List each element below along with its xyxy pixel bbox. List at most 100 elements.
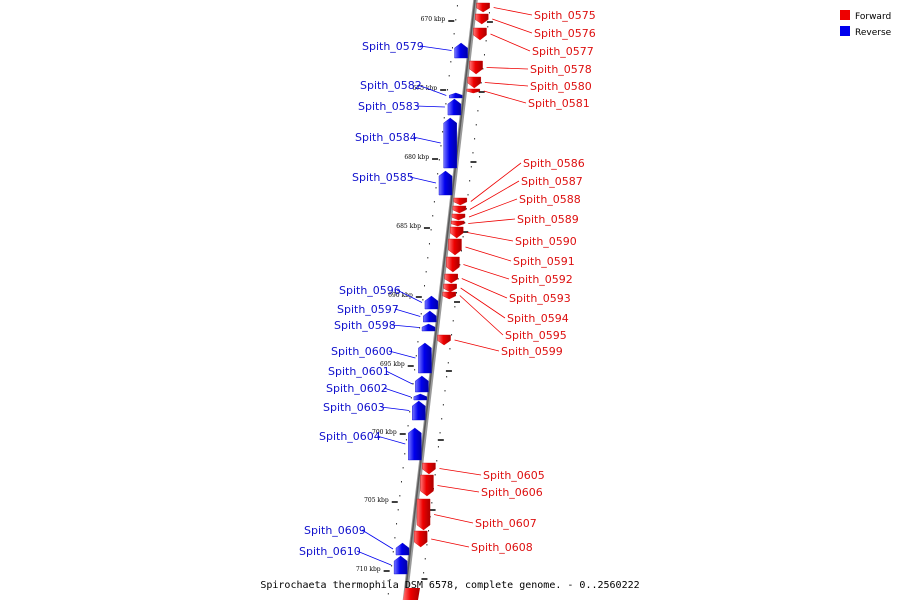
gene-label-spith_0603[interactable]: Spith_0603 xyxy=(323,401,385,414)
gene-label-spith_0590[interactable]: Spith_0590 xyxy=(515,235,577,248)
gene-label-spith_0587[interactable]: Spith_0587 xyxy=(521,175,583,188)
leader-line xyxy=(415,105,445,108)
minor-tick xyxy=(430,229,432,231)
gene-feature-spith_0603[interactable] xyxy=(412,400,426,421)
gene-label-spith_0608[interactable]: Spith_0608 xyxy=(471,541,533,554)
gene-label-spith_0583[interactable]: Spith_0583 xyxy=(358,100,420,113)
gene-label-spith_0580[interactable]: Spith_0580 xyxy=(530,80,592,93)
gene-feature-spith_0576[interactable] xyxy=(475,13,489,25)
gene-feature-spith_0590[interactable] xyxy=(449,226,464,239)
gene-feature-spith_0610[interactable] xyxy=(393,555,408,575)
gene-feature-spith_0584[interactable] xyxy=(443,117,457,169)
minor-tick xyxy=(467,194,469,196)
gene-feature-spith_0609[interactable] xyxy=(395,542,410,556)
gene-feature-spith_0586[interactable] xyxy=(453,197,468,206)
tick-label: 710 kbp xyxy=(356,566,381,573)
gene-label-spith_0577[interactable]: Spith_0577 xyxy=(532,45,594,58)
gene-label-spith_0602[interactable]: Spith_0602 xyxy=(326,382,388,395)
gene-feature-spith_0591[interactable] xyxy=(448,238,462,256)
axis-core xyxy=(403,0,476,600)
gene-label-spith_0606[interactable]: Spith_0606 xyxy=(481,486,543,499)
minor-tick xyxy=(425,271,427,273)
gene-feature-spith_0592[interactable] xyxy=(446,256,460,273)
gene-label-spith_0604[interactable]: Spith_0604 xyxy=(319,430,381,443)
gene-feature-spith_0585[interactable] xyxy=(438,170,453,196)
gene-feature-spith_0596[interactable] xyxy=(424,295,439,310)
leader-line xyxy=(461,278,508,299)
gene-feature-spith_0597[interactable] xyxy=(423,310,437,323)
gene-feature-spith_0608[interactable] xyxy=(413,530,428,548)
gene-label-spith_0584[interactable]: Spith_0584 xyxy=(355,131,417,144)
leader-line xyxy=(396,289,423,303)
gene-label-spith_0600[interactable]: Spith_0600 xyxy=(331,345,393,358)
gene-feature-spith_0582[interactable] xyxy=(449,92,463,99)
leader-line xyxy=(383,387,411,398)
minor-tick xyxy=(394,537,396,539)
gene-label-spith_0585[interactable]: Spith_0585 xyxy=(352,171,414,184)
minor-tick xyxy=(432,215,434,217)
tick-label: 690 kbp xyxy=(388,292,413,299)
gene-label-spith_0592[interactable]: Spith_0592 xyxy=(511,273,573,286)
gene-feature-spith_0580[interactable] xyxy=(467,76,482,89)
gene-label-spith_0575[interactable]: Spith_0575 xyxy=(534,9,596,22)
gene-label-spith_0597[interactable]: Spith_0597 xyxy=(337,303,399,316)
gene-feature-spith_0583[interactable] xyxy=(447,98,462,116)
minor-tick xyxy=(427,257,429,259)
gene-feature-spith_0593[interactable] xyxy=(444,273,458,284)
gene-label-spith_0581[interactable]: Spith_0581 xyxy=(528,97,590,110)
gene-label-spith_0610[interactable]: Spith_0610 xyxy=(299,545,361,558)
gene-label-spith_0593[interactable]: Spith_0593 xyxy=(509,292,571,305)
minor-tick xyxy=(448,75,450,77)
gene-feature-spith_0606[interactable] xyxy=(420,474,434,497)
gene-feature-spith_0604[interactable] xyxy=(408,427,422,461)
minor-tick xyxy=(437,446,439,448)
gene-feature-spith_0598[interactable] xyxy=(421,323,436,332)
gene-feature-spith_0575[interactable] xyxy=(476,2,490,13)
gene-feature-spith_0602[interactable] xyxy=(413,393,428,401)
gene-feature-spith_0595[interactable] xyxy=(442,291,456,300)
gene-feature-spith_0579[interactable] xyxy=(454,42,468,59)
gene-feature-spith_0588[interactable] xyxy=(451,213,466,221)
gene-label-spith_0588[interactable]: Spith_0588 xyxy=(519,193,581,206)
gene-feature-spith_0599[interactable] xyxy=(437,334,451,346)
gene-feature-spith_0605[interactable] xyxy=(422,462,436,475)
gene-label-spith_0579[interactable]: Spith_0579 xyxy=(362,40,424,53)
gene-label-spith_0589[interactable]: Spith_0589 xyxy=(517,213,579,226)
minor-tick xyxy=(488,12,490,14)
leader-line xyxy=(468,218,516,224)
minor-tick xyxy=(455,19,457,21)
gene-label-spith_0582[interactable]: Spith_0582 xyxy=(360,79,422,92)
gene-label-spith_0576[interactable]: Spith_0576 xyxy=(534,27,596,40)
gene-label-spith_0591[interactable]: Spith_0591 xyxy=(513,255,575,268)
gene-label-spith_0578[interactable]: Spith_0578 xyxy=(530,63,592,76)
gene-label-spith_0596[interactable]: Spith_0596 xyxy=(339,284,401,297)
gene-label-spith_0601[interactable]: Spith_0601 xyxy=(328,365,390,378)
gene-feature-spith_0589[interactable] xyxy=(451,220,465,227)
gene-label-spith_0586[interactable]: Spith_0586 xyxy=(523,157,585,170)
leader-line xyxy=(419,45,452,51)
minor-tick xyxy=(409,411,411,413)
minor-tick xyxy=(423,572,425,574)
gene-label-spith_0599[interactable]: Spith_0599 xyxy=(501,345,563,358)
leader-line xyxy=(380,406,410,411)
gene-label-spith_0598[interactable]: Spith_0598 xyxy=(334,319,396,332)
gene-label-spith_0609[interactable]: Spith_0609 xyxy=(304,524,366,537)
leader-line xyxy=(439,468,482,476)
gene-feature-spith_0581[interactable] xyxy=(466,88,481,94)
minor-tick xyxy=(428,243,430,245)
gene-label-spith_0594[interactable]: Spith_0594 xyxy=(507,312,569,325)
gene-feature-spith_0601[interactable] xyxy=(415,375,429,393)
leader-line xyxy=(391,324,420,328)
minor-tick xyxy=(456,5,458,7)
gene-label-spith_0607[interactable]: Spith_0607 xyxy=(475,517,537,530)
gene-feature-spith_0577[interactable] xyxy=(473,27,487,41)
gene-label-spith_0595[interactable]: Spith_0595 xyxy=(505,329,567,342)
gene-label-spith_0605[interactable]: Spith_0605 xyxy=(483,469,545,482)
gene-feature-spith_0607[interactable] xyxy=(416,498,431,531)
gene-feature-spith_0587[interactable] xyxy=(452,205,467,214)
gene-feature-spith_0594[interactable] xyxy=(443,283,457,293)
leader-line xyxy=(412,136,441,144)
gene-feature-spith_0578[interactable] xyxy=(469,60,483,75)
leader-line xyxy=(492,18,533,34)
gene-feature-spith_0600[interactable] xyxy=(418,342,432,374)
